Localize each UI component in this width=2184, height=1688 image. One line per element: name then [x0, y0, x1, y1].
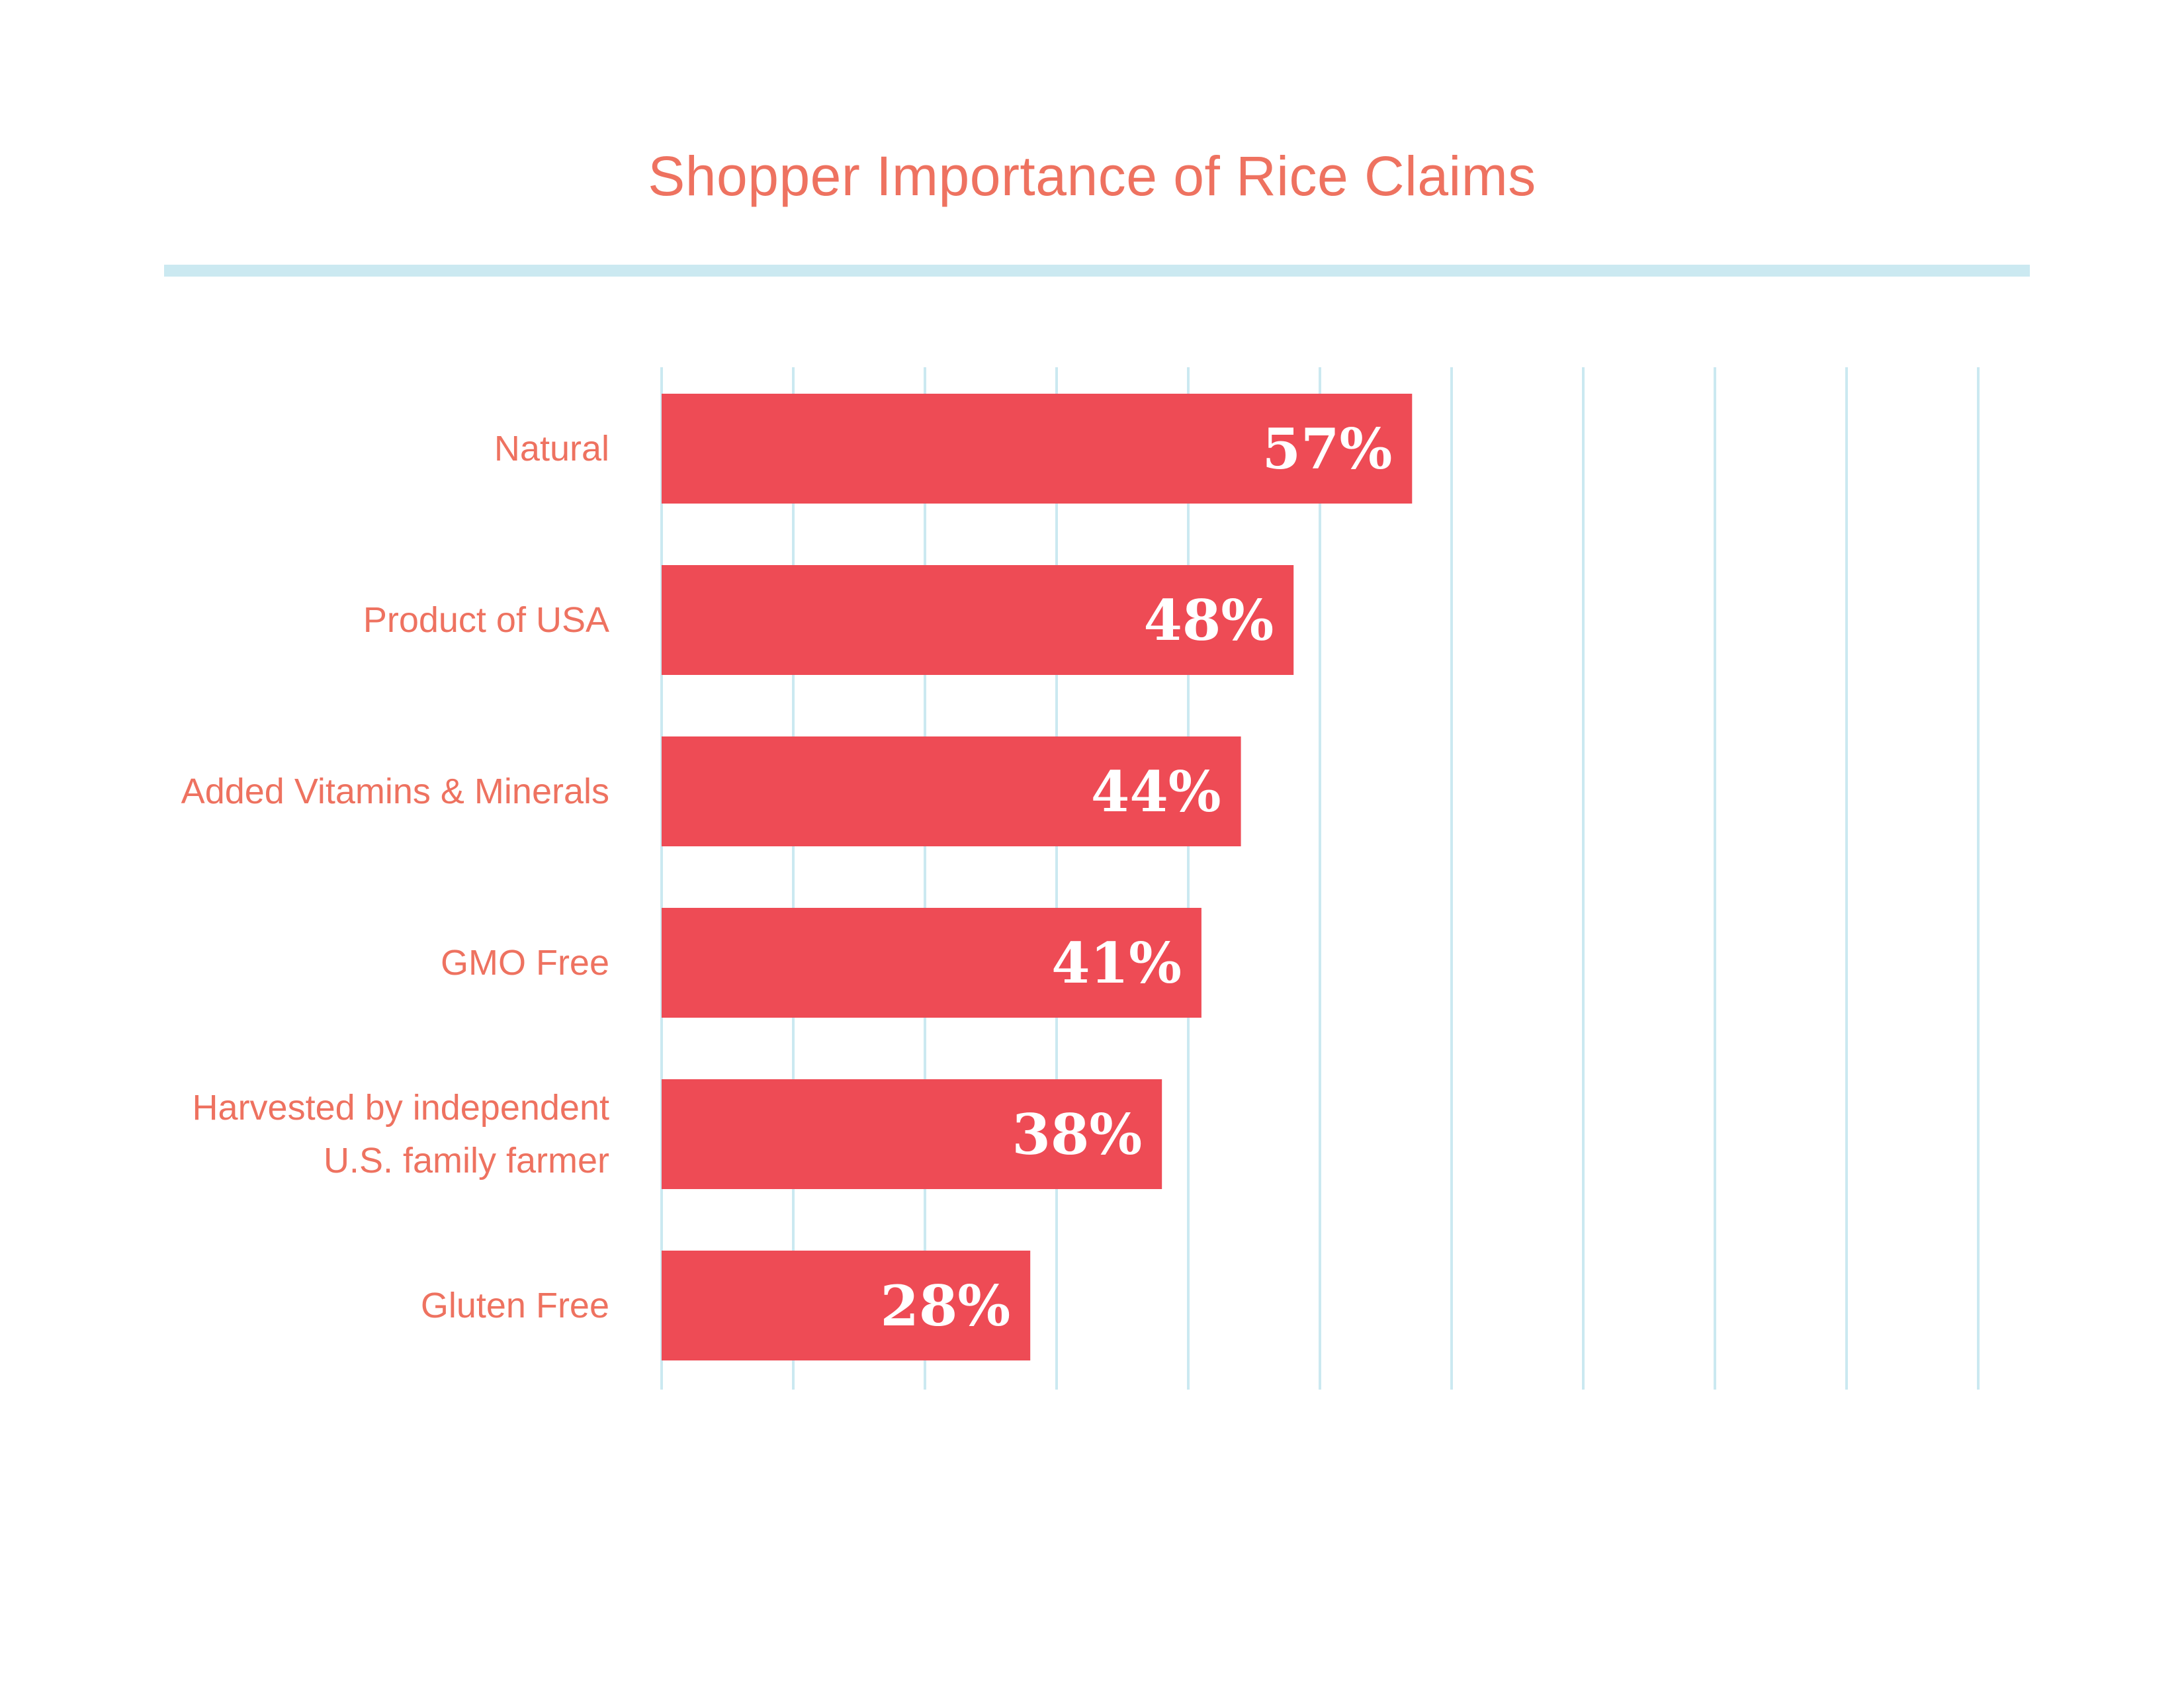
- category-label: Harvested by independent U.S. family far…: [192, 1088, 609, 1180]
- category-label: Natural: [494, 429, 609, 468]
- bar-value-label: 57%: [1262, 416, 1393, 482]
- title-divider: [164, 265, 2030, 277]
- bar-value-label: 48%: [1143, 588, 1274, 653]
- bar-value-label: 44%: [1091, 759, 1221, 824]
- bar: [662, 1079, 1162, 1189]
- category-label: Added Vitamins & Minerals: [181, 772, 609, 811]
- bar-value-label: 38%: [1012, 1102, 1142, 1167]
- bar: [662, 736, 1241, 846]
- bar-value-label: 28%: [880, 1273, 1010, 1339]
- bar: [662, 394, 1413, 504]
- bar: [662, 1251, 1031, 1360]
- chart-title: Shopper Importance of Rice Claims: [648, 145, 1536, 207]
- category-label: GMO Free: [440, 943, 609, 983]
- bar-value-label: 41%: [1051, 930, 1182, 996]
- category-label: Product of USA: [363, 600, 609, 640]
- bar: [662, 565, 1294, 675]
- bar: [662, 908, 1201, 1018]
- category-label: Gluten Free: [420, 1286, 609, 1325]
